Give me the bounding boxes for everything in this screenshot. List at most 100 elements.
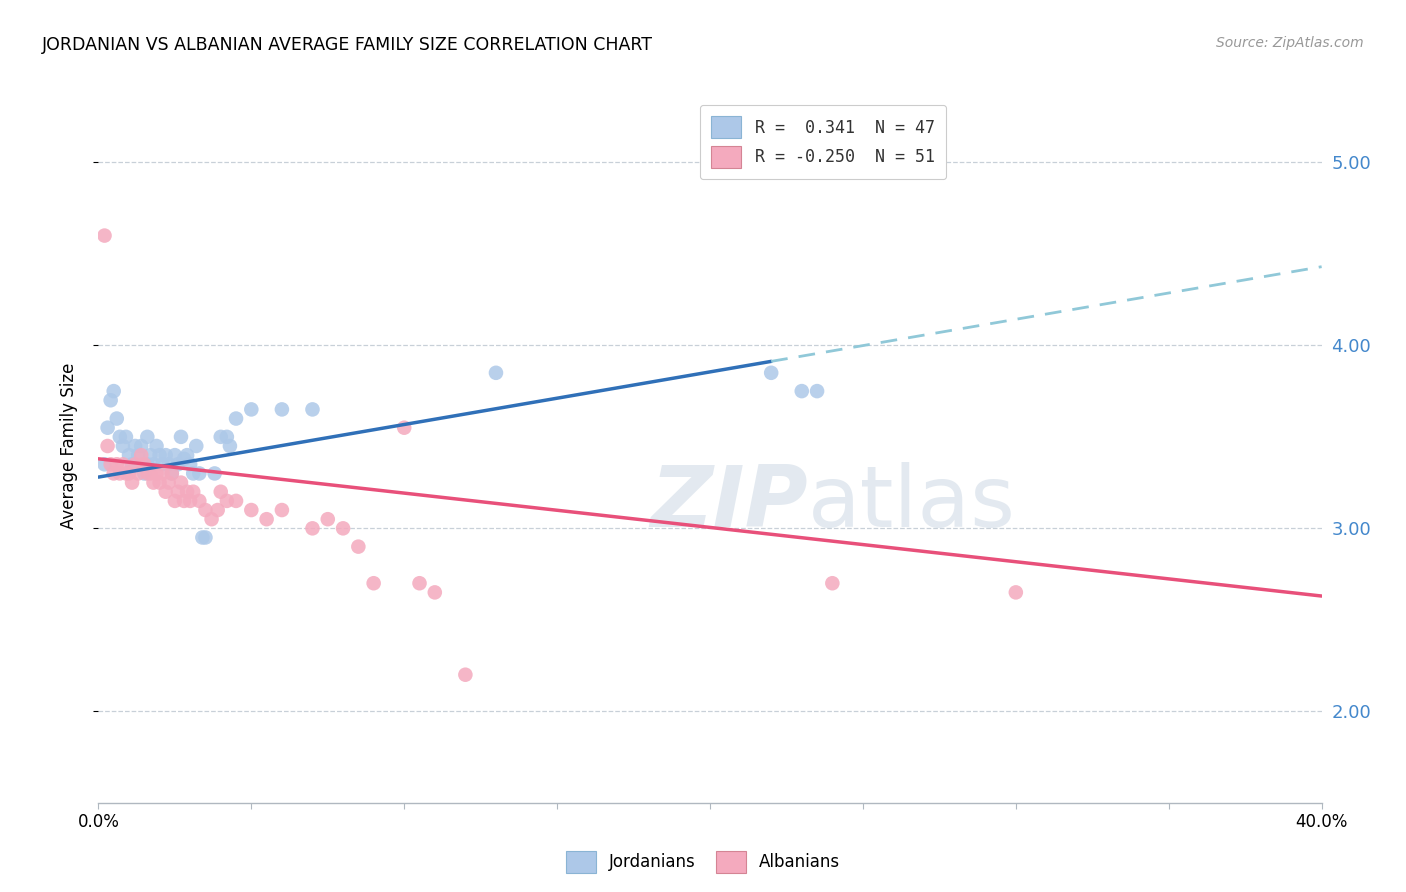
Point <box>136 458 159 472</box>
Point <box>142 458 165 472</box>
Point <box>136 467 159 481</box>
Point <box>139 448 162 462</box>
Point <box>129 448 152 462</box>
Point <box>759 366 782 380</box>
Point <box>97 420 120 434</box>
Point <box>108 430 131 444</box>
Point <box>181 484 204 499</box>
Point <box>115 430 138 444</box>
Point <box>157 458 180 472</box>
Point <box>225 494 247 508</box>
Point <box>316 512 339 526</box>
Point <box>1004 585 1026 599</box>
Point <box>332 521 354 535</box>
Point <box>170 475 193 490</box>
Point <box>423 585 446 599</box>
Point <box>454 667 477 681</box>
Point <box>209 484 232 499</box>
Point <box>134 458 156 472</box>
Point <box>152 458 174 472</box>
Point <box>108 467 131 481</box>
Point <box>392 420 416 434</box>
Point <box>167 458 190 472</box>
Text: JORDANIAN VS ALBANIAN AVERAGE FAMILY SIZE CORRELATION CHART: JORDANIAN VS ALBANIAN AVERAGE FAMILY SIZ… <box>42 36 654 54</box>
Point <box>149 448 172 462</box>
Point <box>149 475 172 490</box>
Text: ZIP: ZIP <box>650 461 808 545</box>
Point <box>215 430 238 444</box>
Point <box>100 393 122 408</box>
Point <box>225 411 247 425</box>
Point <box>129 439 152 453</box>
Point <box>173 451 195 466</box>
Point <box>136 430 159 444</box>
Point <box>167 484 190 499</box>
Text: atlas: atlas <box>808 461 1017 545</box>
Point <box>124 458 146 472</box>
Point <box>209 430 232 444</box>
Point <box>204 467 226 481</box>
Point <box>176 448 198 462</box>
Point <box>821 576 844 591</box>
Point <box>179 494 201 508</box>
Point <box>93 228 115 243</box>
Point <box>301 402 323 417</box>
Legend: R =  0.341  N = 47, R = -0.250  N = 51: R = 0.341 N = 47, R = -0.250 N = 51 <box>700 104 946 179</box>
Point <box>181 467 204 481</box>
Point <box>194 531 217 545</box>
Point <box>105 411 128 425</box>
Point <box>127 448 149 462</box>
Point <box>485 366 508 380</box>
Point <box>103 384 125 398</box>
Point <box>155 448 177 462</box>
Point <box>97 439 120 453</box>
Point <box>301 521 323 535</box>
Point <box>215 494 238 508</box>
Point <box>347 540 370 554</box>
Point <box>118 448 141 462</box>
Point <box>191 531 214 545</box>
Point <box>121 458 143 472</box>
Point <box>194 503 217 517</box>
Point <box>121 475 143 490</box>
Point <box>240 503 263 517</box>
Point <box>163 448 186 462</box>
Point <box>134 467 156 481</box>
Point <box>200 512 222 526</box>
Point <box>145 439 167 453</box>
Point <box>111 458 134 472</box>
Point <box>127 467 149 481</box>
Point <box>806 384 828 398</box>
Point <box>152 467 174 481</box>
Point <box>115 467 138 481</box>
Point <box>179 458 201 472</box>
Point <box>790 384 813 398</box>
Legend: Jordanians, Albanians: Jordanians, Albanians <box>560 845 846 880</box>
Point <box>157 475 180 490</box>
Point <box>173 494 195 508</box>
Point <box>105 458 128 472</box>
Point <box>270 503 292 517</box>
Point <box>176 484 198 499</box>
Point <box>93 458 115 472</box>
Point <box>118 467 141 481</box>
Point <box>240 402 263 417</box>
Text: Source: ZipAtlas.com: Source: ZipAtlas.com <box>1216 36 1364 50</box>
Point <box>103 467 125 481</box>
Y-axis label: Average Family Size: Average Family Size <box>59 363 77 529</box>
Point <box>145 467 167 481</box>
Point <box>100 458 122 472</box>
Point <box>363 576 385 591</box>
Point <box>186 439 208 453</box>
Point <box>163 494 186 508</box>
Point <box>256 512 278 526</box>
Point <box>188 467 211 481</box>
Point <box>139 467 162 481</box>
Point <box>188 494 211 508</box>
Point <box>219 439 242 453</box>
Point <box>155 484 177 499</box>
Point <box>408 576 430 591</box>
Point <box>142 475 165 490</box>
Point <box>170 430 193 444</box>
Point <box>160 467 183 481</box>
